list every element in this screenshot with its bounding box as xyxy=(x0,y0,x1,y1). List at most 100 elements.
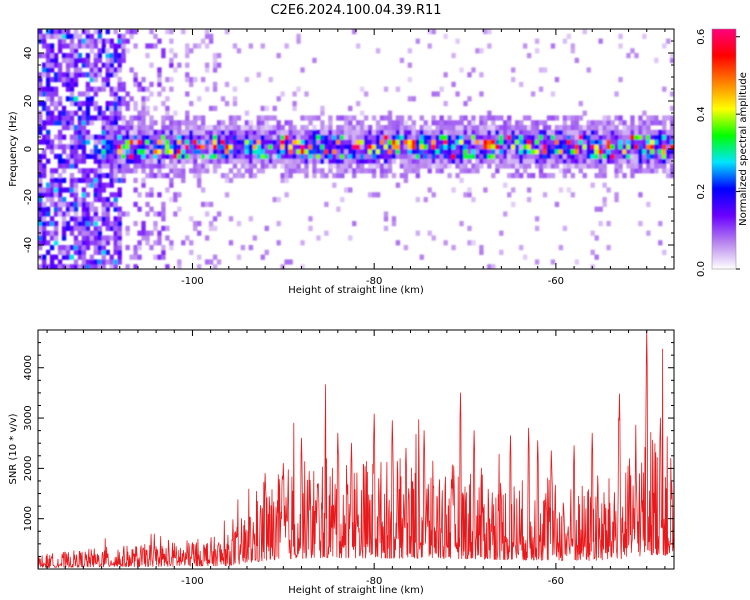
heatmap-cell xyxy=(69,264,75,269)
heatmap-cell xyxy=(38,72,43,78)
heatmap-cell xyxy=(340,163,345,169)
heatmap-cell xyxy=(141,125,146,131)
heatmap-cell xyxy=(153,120,158,126)
heatmap-cell xyxy=(85,259,91,265)
heatmap-cell xyxy=(61,38,67,44)
heatmap-cell xyxy=(57,173,63,179)
heatmap-cell xyxy=(296,134,301,140)
heatmap-cell xyxy=(375,153,381,159)
heatmap-cell xyxy=(407,96,413,102)
heatmap-cell xyxy=(654,149,659,155)
heatmap-cell xyxy=(260,134,265,140)
heatmap-cell xyxy=(598,125,603,131)
heatmap-cell xyxy=(284,163,289,169)
heatmap-cell xyxy=(113,86,118,92)
heatmap-cell xyxy=(85,81,91,87)
heatmap-cell xyxy=(45,43,51,49)
heatmap-cell xyxy=(399,153,405,159)
heatmap-cell xyxy=(117,101,122,107)
heatmap-cell xyxy=(236,153,242,159)
heatmap-cell xyxy=(483,115,488,121)
heatmap-cell xyxy=(312,163,317,169)
heatmap-cell xyxy=(41,72,47,78)
heatmap-cell xyxy=(97,264,103,269)
heatmap-cell xyxy=(101,43,106,49)
heatmap-cell xyxy=(49,187,55,193)
y-tick-label: 20 xyxy=(23,95,34,108)
heatmap-cell xyxy=(359,86,365,92)
heatmap-cell xyxy=(49,230,55,236)
heatmap-cell xyxy=(61,245,67,251)
heatmap-cell xyxy=(228,129,234,135)
heatmap-cell xyxy=(403,177,409,183)
heatmap-cell xyxy=(566,139,572,145)
heatmap-cell xyxy=(570,149,576,155)
heatmap-cell xyxy=(113,72,118,78)
heatmap-cell xyxy=(38,129,43,135)
heatmap-cell xyxy=(65,264,71,269)
heatmap-cell xyxy=(173,125,178,131)
heatmap-cell xyxy=(419,153,424,159)
heatmap-cell xyxy=(300,149,305,155)
heatmap-cell xyxy=(57,38,63,44)
heatmap-cell xyxy=(566,115,572,121)
heatmap-cell xyxy=(109,91,114,97)
heatmap-cell xyxy=(260,158,265,164)
heatmap-cell xyxy=(38,197,43,203)
heatmap-cell xyxy=(77,201,83,207)
heatmap-cell xyxy=(117,225,122,231)
heatmap-cell xyxy=(312,153,317,159)
heatmap-cell xyxy=(85,72,91,78)
heatmap-cell xyxy=(228,149,234,155)
heatmap-cell xyxy=(475,144,480,150)
heatmap-cell xyxy=(670,91,674,97)
heatmap-cell xyxy=(530,125,536,131)
heatmap-cell xyxy=(173,153,178,159)
heatmap-cell xyxy=(97,235,103,241)
heatmap-cell xyxy=(399,134,405,140)
heatmap-cell xyxy=(367,158,373,164)
heatmap-cell xyxy=(634,129,639,135)
heatmap-cell xyxy=(129,153,134,159)
heatmap-cell xyxy=(41,120,47,126)
heatmap-cell xyxy=(662,86,667,92)
heatmap-cell xyxy=(77,134,83,140)
heatmap-cell xyxy=(53,120,59,126)
heatmap-cell xyxy=(244,153,250,159)
heatmap-cell xyxy=(197,264,202,269)
heatmap-cell xyxy=(141,158,146,164)
heatmap-cell xyxy=(534,139,540,145)
heatmap-cell xyxy=(117,57,122,63)
heatmap-cell xyxy=(359,168,365,174)
heatmap-cell xyxy=(312,57,317,63)
heatmap-cell xyxy=(503,134,508,140)
heatmap-cell xyxy=(276,129,281,135)
heatmap-cell xyxy=(197,43,202,49)
heatmap-cell xyxy=(161,254,166,260)
heatmap-cell xyxy=(324,230,329,236)
heatmap-cell xyxy=(590,230,595,236)
heatmap-cell xyxy=(344,115,349,121)
heatmap-cell xyxy=(578,153,583,159)
heatmap-cell xyxy=(185,91,190,97)
heatmap-cell xyxy=(630,115,635,121)
heatmap-cell xyxy=(598,38,603,44)
heatmap-cell xyxy=(272,149,277,155)
heatmap-cell xyxy=(658,139,663,145)
heatmap-cell xyxy=(125,163,130,169)
heatmap-cell xyxy=(57,33,63,39)
heatmap-cell xyxy=(208,221,214,227)
heatmap-cell xyxy=(65,221,71,227)
heatmap-cell xyxy=(137,110,142,116)
heatmap-cell xyxy=(93,240,99,246)
heatmap-cell xyxy=(407,144,413,150)
heatmap-cell xyxy=(121,144,126,150)
heatmap-cell xyxy=(367,129,373,135)
heatmap-cell xyxy=(280,91,285,97)
heatmap-cell xyxy=(642,129,647,135)
heatmap-cell xyxy=(336,153,341,159)
heatmap-cell xyxy=(256,72,262,78)
heatmap-cell xyxy=(125,144,130,150)
heatmap-cell xyxy=(272,134,277,140)
heatmap-cell xyxy=(284,153,289,159)
